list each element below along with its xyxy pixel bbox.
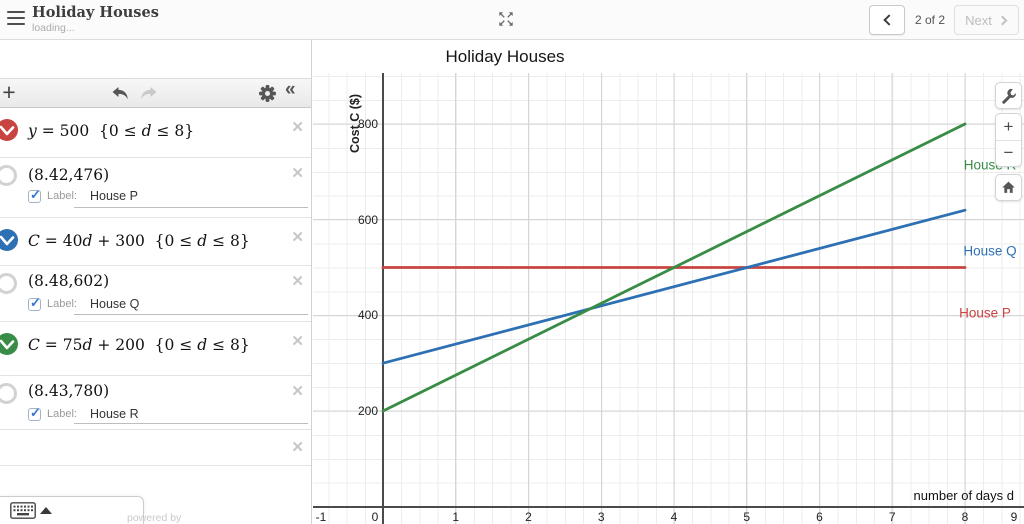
keyboard-toggle-button[interactable]	[0, 496, 144, 524]
label-row: Label: House R	[28, 405, 139, 421]
expression-latex[interactable]: y = 500 {0 ≤ d ≤ 8}	[28, 122, 195, 140]
label-checkbox[interactable]	[28, 295, 41, 311]
line-house-r	[381, 122, 967, 413]
activity-title-block: Holiday Houses loading...	[32, 4, 159, 34]
label-caption: Label:	[47, 190, 77, 202]
default-viewport-button[interactable]	[995, 174, 1022, 201]
x-axis-label: number of days d	[913, 488, 1014, 503]
previous-page-button[interactable]	[869, 5, 905, 35]
x-tick-label: 4	[670, 510, 678, 524]
chevron-left-icon	[882, 14, 895, 26]
hidden-point-icon[interactable]	[0, 383, 17, 404]
y-tick-label: 800	[357, 117, 378, 131]
series-label-house-q: House Q	[963, 243, 1017, 259]
x-axis	[313, 506, 1024, 508]
powered-by-text: powered by	[127, 512, 182, 524]
line-house-q	[381, 208, 967, 365]
label-input[interactable]: House P	[89, 189, 138, 203]
expression-latex[interactable]: C = 75d + 200 {0 ≤ d ≤ 8}	[28, 336, 250, 354]
x-tick-label: 7	[888, 510, 896, 524]
redo-icon[interactable]	[139, 86, 158, 105]
y-tick-label: 400	[357, 308, 378, 322]
zoom-controls	[995, 113, 1022, 167]
series-label-house-p: House P	[959, 305, 1011, 321]
hidden-point-icon[interactable]	[0, 165, 17, 186]
expression-latex[interactable]: C = 40d + 300 {0 ≤ d ≤ 8}	[28, 232, 250, 250]
point-latex[interactable]: (8.43,780)	[28, 382, 110, 400]
close-icon[interactable]	[291, 228, 304, 246]
close-icon[interactable]	[291, 438, 304, 456]
y-tick-label: 200	[357, 403, 378, 418]
curve-color-icon[interactable]	[0, 333, 18, 360]
point-latex[interactable]: (8.48,602)	[28, 272, 110, 290]
close-icon[interactable]	[291, 382, 304, 400]
label-row: Label: House P	[28, 187, 138, 203]
curve-color-icon[interactable]	[0, 229, 18, 256]
x-tick-label: -1	[315, 510, 327, 524]
graph-area: Holiday Houses House P House Q House R -…	[313, 40, 1024, 524]
label-input[interactable]: House R	[89, 407, 139, 421]
graph-paper[interactable]: House P House Q House R -1 0 1 2 3 4 5 6…	[313, 73, 1024, 524]
graph-title: Holiday Houses	[445, 47, 565, 66]
expression-row-6[interactable]: (8.43,780) Label: House R	[0, 376, 311, 430]
hidden-point-icon[interactable]	[0, 273, 17, 294]
label-row: Label: House Q	[28, 295, 140, 311]
hamburger-menu-icon[interactable]	[7, 11, 25, 25]
activity-title: Holiday Houses	[32, 4, 159, 21]
label-input-underline	[74, 207, 308, 208]
label-checkbox[interactable]	[28, 405, 41, 421]
zoom-out-button[interactable]	[996, 139, 1021, 166]
zoom-in-button[interactable]	[996, 114, 1021, 140]
label-caption: Label:	[47, 298, 77, 310]
label-caption: Label:	[47, 408, 77, 420]
label-checkbox[interactable]	[28, 187, 41, 203]
x-tick-label: 2	[525, 510, 532, 524]
point-latex[interactable]: (8.42,476)	[28, 166, 110, 184]
y-tick-label: 600	[357, 212, 378, 227]
x-tick-label: 3	[597, 510, 605, 524]
y-axis	[382, 73, 384, 524]
plotted-lines	[381, 122, 967, 413]
expression-toolbar	[0, 78, 311, 108]
expression-panel: y = 500 {0 ≤ d ≤ 8} (8.42,476) Label: Ho…	[0, 40, 312, 524]
curve-color-icon[interactable]	[0, 119, 18, 146]
undo-icon[interactable]	[111, 86, 130, 105]
expression-row-2[interactable]: (8.42,476) Label: House P	[0, 158, 311, 218]
close-icon[interactable]	[291, 332, 304, 350]
label-input[interactable]: House Q	[89, 297, 140, 311]
close-icon[interactable]	[291, 118, 304, 136]
next-page-button[interactable]: Next	[954, 5, 1019, 35]
x-tick-label: 6	[816, 510, 823, 524]
expression-row-5[interactable]: C = 75d + 200 {0 ≤ d ≤ 8}	[0, 322, 311, 376]
fullscreen-icon[interactable]	[497, 10, 515, 28]
close-icon[interactable]	[291, 164, 304, 182]
x-tick-label: 9	[1010, 510, 1018, 524]
collapse-panel-icon[interactable]	[285, 79, 296, 101]
chevron-right-icon	[997, 15, 1008, 25]
label-input-underline	[74, 423, 308, 424]
x-tick-label: 8	[961, 510, 969, 524]
next-button-label: Next	[965, 12, 992, 28]
keyboard-icon	[10, 502, 36, 524]
arrow-up-icon	[40, 507, 52, 514]
y-axis-label: Cost C ($)	[348, 93, 362, 153]
x-tick-label: 0	[371, 510, 379, 524]
expression-row-3[interactable]: C = 40d + 300 {0 ≤ d ≤ 8}	[0, 218, 311, 266]
add-expression-icon[interactable]	[0, 77, 20, 107]
graph-settings-button[interactable]	[995, 82, 1022, 109]
top-bar: Holiday Houses loading... 2 of 2 Next	[0, 0, 1024, 40]
expression-row-empty[interactable]	[0, 430, 311, 466]
expression-row-4[interactable]: (8.48,602) Label: House Q	[0, 266, 311, 322]
page-indicator: 2 of 2	[914, 13, 946, 27]
expression-row-1[interactable]: y = 500 {0 ≤ d ≤ 8}	[0, 108, 311, 158]
activity-status: loading...	[32, 22, 75, 34]
close-icon[interactable]	[291, 272, 304, 290]
x-tick-label: 5	[743, 510, 751, 524]
gear-icon[interactable]	[258, 84, 277, 108]
label-input-underline	[74, 314, 308, 315]
x-tick-label: 1	[452, 510, 460, 524]
